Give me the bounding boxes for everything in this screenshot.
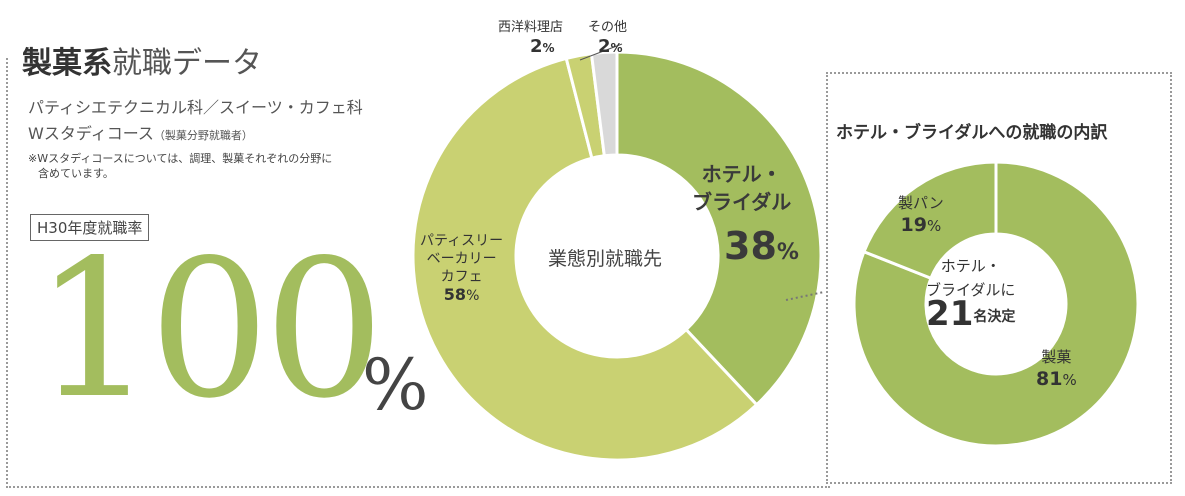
label-hotel-bridal: ホテル・ ブライダル xyxy=(692,160,791,216)
label-western-restaurant: 西洋料理店 xyxy=(498,20,564,35)
label-other: その他 xyxy=(588,20,628,35)
breakdown-donut xyxy=(852,160,1140,448)
label-confectionery: 製菓 81% xyxy=(1036,346,1077,391)
value-western-restaurant: 2% xyxy=(530,36,555,57)
breakdown-center-unit: 名決定 xyxy=(973,309,1016,325)
label-hotel-line1: ホテル・ xyxy=(701,162,782,186)
value-confectionery-unit: % xyxy=(1062,371,1077,389)
left-dotted-frame xyxy=(6,58,830,488)
slice-confectionery xyxy=(852,160,1140,448)
value-hotel-bridal: 38% xyxy=(724,224,799,268)
main-donut xyxy=(411,50,823,462)
subtitle-wstudy-note: （製菓分野就職者） xyxy=(153,129,253,142)
label-patisserie-line1: パティスリー xyxy=(420,233,504,249)
value-patisserie-unit: % xyxy=(466,288,480,304)
label-patisserie-line2: ベーカリー xyxy=(426,251,497,267)
value-other-num: 2 xyxy=(598,36,611,57)
footnote-line2: 含めています。 xyxy=(38,167,114,180)
breakdown-center-line1: ホテル・ xyxy=(940,257,1001,275)
subtitle-wstudy-text: Wスタディコース xyxy=(28,124,154,143)
breakdown-title: ホテル・ブライダルへの就職の内訳 xyxy=(836,123,1108,143)
label-bread: 製パン 19% xyxy=(898,192,944,237)
value-hotel-unit: % xyxy=(776,240,799,265)
value-other: 2% xyxy=(598,36,623,57)
value-hotel-num: 38 xyxy=(724,224,777,268)
value-other-unit: % xyxy=(610,41,623,55)
slice-bread xyxy=(862,160,998,281)
title-bold: 製菓系 xyxy=(22,46,112,81)
main-donut-center-label: 業態別就職先 xyxy=(548,248,663,270)
breakdown-center-number: 21 xyxy=(926,294,974,334)
value-bread-num: 19 xyxy=(900,214,927,236)
breakdown-center-count: 21名決定 xyxy=(926,297,1016,331)
label-patisserie: パティスリー ベーカリー カフェ 58% xyxy=(420,232,503,305)
employment-rate-unit: % xyxy=(362,344,429,426)
label-bread-text: 製パン xyxy=(898,194,944,212)
value-bread: 19% xyxy=(898,214,944,237)
value-western-restaurant-num: 2 xyxy=(530,36,543,57)
leader-line xyxy=(579,43,623,61)
connector-dots xyxy=(785,291,825,301)
value-patisserie-num: 58 xyxy=(443,285,467,304)
value-bread-unit: % xyxy=(926,217,942,235)
right-dotted-frame xyxy=(826,72,1172,484)
employment-rate-value: 100 xyxy=(34,219,385,440)
slice-patisserie xyxy=(411,56,759,462)
footnote-line1: ※Wスタディコースについては、調理、製菓それぞれの分野に xyxy=(28,152,333,165)
employment-rate-label: H30年度就職率 xyxy=(30,214,150,241)
page-title: 製菓系就職データ xyxy=(22,38,268,82)
value-confectionery: 81% xyxy=(1036,368,1077,391)
value-western-restaurant-unit: % xyxy=(542,41,555,55)
breakdown-center-label: ホテル・ ブライダルに 21名決定 xyxy=(926,254,1016,331)
breakdown-center-line2: ブライダルに xyxy=(926,281,1016,299)
slice-hotel-bridal xyxy=(615,50,823,407)
subtitle-courses: パティシエテクニカル科／スイーツ・カフェ科 xyxy=(28,98,363,117)
label-confectionery-text: 製菓 xyxy=(1041,348,1072,366)
value-confectionery-num: 81 xyxy=(1036,368,1063,390)
label-hotel-line2: ブライダル xyxy=(692,190,792,214)
subtitle-wstudy: Wスタディコース（製菓分野就職者） xyxy=(28,120,253,144)
footnote: ※Wスタディコースについては、調理、製菓それぞれの分野に 含めています。 xyxy=(28,151,378,181)
value-patisserie: 58% xyxy=(420,286,503,305)
label-patisserie-line3: カフェ xyxy=(440,269,483,285)
title-light: 就職データ xyxy=(112,46,262,81)
